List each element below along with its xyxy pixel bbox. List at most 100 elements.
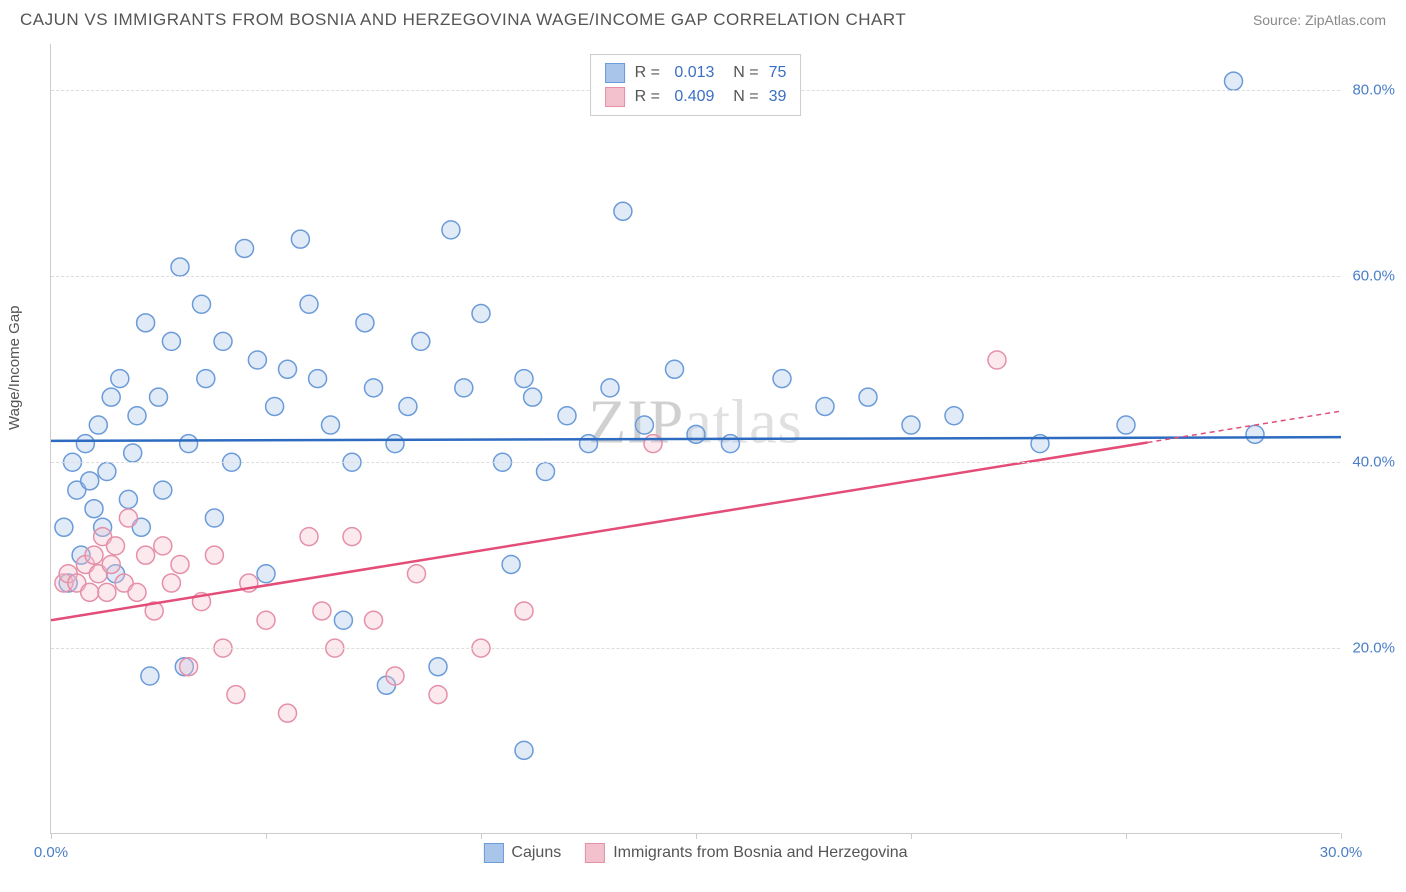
scatter-point (365, 611, 383, 629)
scatter-point (236, 239, 254, 257)
series-legend: Cajuns Immigrants from Bosnia and Herzeg… (483, 843, 907, 863)
y-tick-label: 20.0% (1352, 640, 1395, 657)
scatter-point (356, 314, 374, 332)
legend-n-label: N = (724, 88, 758, 106)
legend-n-label: N = (724, 64, 758, 82)
scatter-point (442, 221, 460, 239)
y-tick-label: 80.0% (1352, 82, 1395, 99)
scatter-point (214, 332, 232, 350)
scatter-point (128, 407, 146, 425)
scatter-point (257, 565, 275, 583)
x-tick (696, 833, 697, 839)
scatter-point (107, 537, 125, 555)
scatter-point (137, 546, 155, 564)
scatter-point (162, 332, 180, 350)
legend-n-value-cajuns: 75 (769, 64, 787, 82)
scatter-point (334, 611, 352, 629)
scatter-point (279, 360, 297, 378)
trendline (51, 442, 1148, 620)
scatter-point (580, 435, 598, 453)
scatter-point (205, 509, 223, 527)
scatter-point (902, 416, 920, 434)
scatter-point (197, 370, 215, 388)
scatter-point (635, 416, 653, 434)
scatter-point (300, 528, 318, 546)
source-label: Source: ZipAtlas.com (1253, 12, 1386, 28)
scatter-point (644, 435, 662, 453)
scatter-point (137, 314, 155, 332)
scatter-point (988, 351, 1006, 369)
scatter-point (89, 416, 107, 434)
scatter-point (313, 602, 331, 620)
scatter-point (515, 741, 533, 759)
scatter-point (721, 435, 739, 453)
scatter-point (614, 202, 632, 220)
scatter-point (98, 583, 116, 601)
correlation-legend: R = 0.013 N = 75 R = 0.409 N = 39 (590, 54, 802, 116)
scatter-point (1225, 72, 1243, 90)
x-tick (911, 833, 912, 839)
chart-title: CAJUN VS IMMIGRANTS FROM BOSNIA AND HERZ… (20, 10, 906, 30)
scatter-point (399, 397, 417, 415)
scatter-point (248, 351, 266, 369)
scatter-point (98, 463, 116, 481)
legend-label-cajuns: Cajuns (511, 844, 561, 862)
scatter-point (55, 518, 73, 536)
x-tick (481, 833, 482, 839)
scatter-point (119, 490, 137, 508)
scatter-point (102, 555, 120, 573)
legend-r-value-cajuns: 0.013 (674, 64, 714, 82)
legend-n-value-bosnia: 39 (769, 88, 787, 106)
legend-swatch-bosnia (585, 843, 605, 863)
legend-r-value-bosnia: 0.409 (674, 88, 714, 106)
x-tick (51, 833, 52, 839)
scatter-point (124, 444, 142, 462)
scatter-point (666, 360, 684, 378)
scatter-point (601, 379, 619, 397)
scatter-point (687, 425, 705, 443)
legend-swatch-bosnia (605, 87, 625, 107)
legend-r-label: R = (635, 64, 665, 82)
scatter-point (279, 704, 297, 722)
scatter-point (455, 379, 473, 397)
chart-container: ZIPatlas R = 0.013 N = 75 R = 0.409 N = … (50, 44, 1390, 844)
scatter-point (193, 295, 211, 313)
grid-line (51, 648, 1340, 649)
scatter-point (386, 435, 404, 453)
grid-line (51, 462, 1340, 463)
x-tick-label: 30.0% (1320, 844, 1363, 861)
scatter-point (85, 500, 103, 518)
scatter-point (291, 230, 309, 248)
scatter-point (773, 370, 791, 388)
legend-row-bosnia: R = 0.409 N = 39 (605, 85, 787, 109)
plot-area: ZIPatlas R = 0.013 N = 75 R = 0.409 N = … (50, 44, 1340, 834)
scatter-point (558, 407, 576, 425)
grid-line (51, 276, 1340, 277)
scatter-point (524, 388, 542, 406)
scatter-point (502, 555, 520, 573)
scatter-point (128, 583, 146, 601)
y-axis-label: Wage/Income Gap (6, 305, 23, 430)
legend-row-cajuns: R = 0.013 N = 75 (605, 61, 787, 85)
scatter-point (537, 463, 555, 481)
scatter-point (429, 658, 447, 676)
scatter-svg (51, 44, 1341, 834)
legend-swatch-cajuns (605, 63, 625, 83)
scatter-point (1246, 425, 1264, 443)
legend-item-bosnia: Immigrants from Bosnia and Herzegovina (585, 843, 907, 863)
scatter-point (309, 370, 327, 388)
scatter-point (180, 658, 198, 676)
scatter-point (1117, 416, 1135, 434)
scatter-point (171, 555, 189, 573)
scatter-point (859, 388, 877, 406)
x-tick (266, 833, 267, 839)
scatter-point (343, 528, 361, 546)
scatter-point (81, 472, 99, 490)
scatter-point (945, 407, 963, 425)
scatter-point (111, 370, 129, 388)
y-tick-label: 40.0% (1352, 454, 1395, 471)
scatter-point (515, 602, 533, 620)
scatter-point (816, 397, 834, 415)
scatter-point (154, 481, 172, 499)
scatter-point (102, 388, 120, 406)
